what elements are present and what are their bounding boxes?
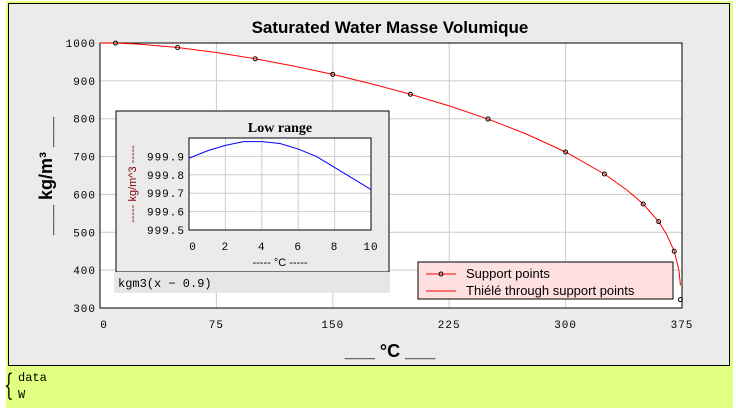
x-tick-label: 10 — [363, 242, 378, 254]
y-tick-label: 999.8 — [147, 171, 185, 183]
legend[interactable]: Support points Thiélé through support po… — [417, 261, 674, 300]
support-point — [640, 201, 646, 207]
support-point — [656, 219, 662, 225]
x-tick-label: 150 — [321, 320, 344, 332]
y-tick-label: 800 — [73, 115, 96, 127]
math-line-w: W — [18, 388, 26, 402]
plot-border — [99, 42, 683, 309]
inset-y-label: ----- kg/m^3 ----- — [127, 145, 139, 223]
series-line — [99, 42, 681, 286]
support-point — [601, 171, 607, 177]
x-tick-label: 0 — [100, 320, 108, 332]
series-line — [188, 141, 372, 190]
y-tick-label: 400 — [73, 266, 96, 278]
x-tick-label: 75 — [209, 320, 224, 332]
support-point — [252, 56, 258, 62]
inset-title: Low range — [248, 121, 312, 136]
x-tick-label: 300 — [554, 320, 577, 332]
support-point — [671, 248, 677, 254]
brace: { — [4, 368, 14, 403]
y-tick-label: 900 — [73, 77, 96, 89]
y-tick-label: 999.6 — [147, 208, 185, 220]
support-point — [330, 71, 336, 77]
support-point — [175, 45, 181, 51]
x-tick-label: 225 — [438, 320, 461, 332]
y-tick-label: 999.9 — [147, 152, 185, 164]
x-tick-label: 4 — [258, 242, 266, 254]
x-tick-label: 0 — [189, 242, 197, 254]
legend-thiele: Thiélé through support points — [466, 283, 635, 298]
y-tick-label: 1000 — [66, 39, 96, 51]
plot-border — [188, 137, 372, 231]
y-tick-label: 500 — [73, 228, 96, 240]
legend-marker-icon — [438, 271, 444, 277]
x-tick-label: 8 — [331, 242, 339, 254]
y-axis-label: ___ kg/m³ ___ — [36, 116, 56, 236]
x-tick-label: 6 — [294, 242, 302, 254]
support-point — [407, 91, 413, 97]
y-tick-label: 600 — [73, 190, 96, 202]
y-tick-label: 999.5 — [147, 226, 185, 238]
x-tick-label: 2 — [222, 242, 230, 254]
inset-x-label: ----- °C ----- — [252, 257, 307, 269]
inset-caption: kgm3(x − 0.9) — [118, 277, 212, 291]
support-point — [485, 116, 491, 122]
chart-title: Saturated Water Masse Volumique — [252, 18, 529, 37]
y-tick-label: 999.7 — [147, 189, 185, 201]
support-point — [113, 40, 119, 46]
legend-support-points: Support points — [466, 266, 550, 281]
plot-area — [189, 138, 371, 230]
support-point — [677, 297, 683, 303]
support-point — [563, 149, 569, 155]
math-line-data: data — [18, 371, 47, 385]
y-tick-label: 300 — [73, 304, 96, 316]
x-tick-label: 375 — [671, 320, 694, 332]
y-tick-label: 700 — [73, 153, 96, 165]
x-axis-label: ___ °C ___ — [344, 341, 436, 361]
worksheet-math[interactable]: data W — [18, 370, 47, 404]
inset-caption-bar — [114, 272, 390, 293]
